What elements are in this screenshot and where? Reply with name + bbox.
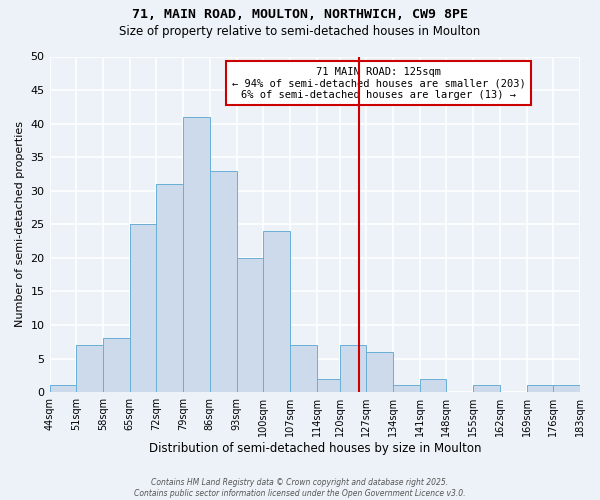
Text: 71, MAIN ROAD, MOULTON, NORTHWICH, CW9 8PE: 71, MAIN ROAD, MOULTON, NORTHWICH, CW9 8… <box>132 8 468 20</box>
Bar <box>553 386 580 392</box>
Bar <box>210 170 236 392</box>
Bar <box>420 379 446 392</box>
Text: Contains HM Land Registry data © Crown copyright and database right 2025.
Contai: Contains HM Land Registry data © Crown c… <box>134 478 466 498</box>
Bar <box>527 386 553 392</box>
Bar <box>263 231 290 392</box>
Bar <box>236 258 263 392</box>
Text: Size of property relative to semi-detached houses in Moulton: Size of property relative to semi-detach… <box>119 25 481 38</box>
Bar <box>76 345 103 392</box>
Bar <box>50 386 76 392</box>
Bar <box>157 184 183 392</box>
Bar <box>473 386 500 392</box>
Bar <box>317 379 343 392</box>
X-axis label: Distribution of semi-detached houses by size in Moulton: Distribution of semi-detached houses by … <box>149 442 481 455</box>
Bar <box>103 338 130 392</box>
Bar <box>340 345 366 392</box>
Bar <box>393 386 420 392</box>
Bar <box>366 352 393 392</box>
Bar <box>130 224 157 392</box>
Bar <box>290 345 317 392</box>
Text: 71 MAIN ROAD: 125sqm
← 94% of semi-detached houses are smaller (203)
6% of semi-: 71 MAIN ROAD: 125sqm ← 94% of semi-detac… <box>232 66 526 100</box>
Y-axis label: Number of semi-detached properties: Number of semi-detached properties <box>15 122 25 328</box>
Bar <box>183 117 210 392</box>
